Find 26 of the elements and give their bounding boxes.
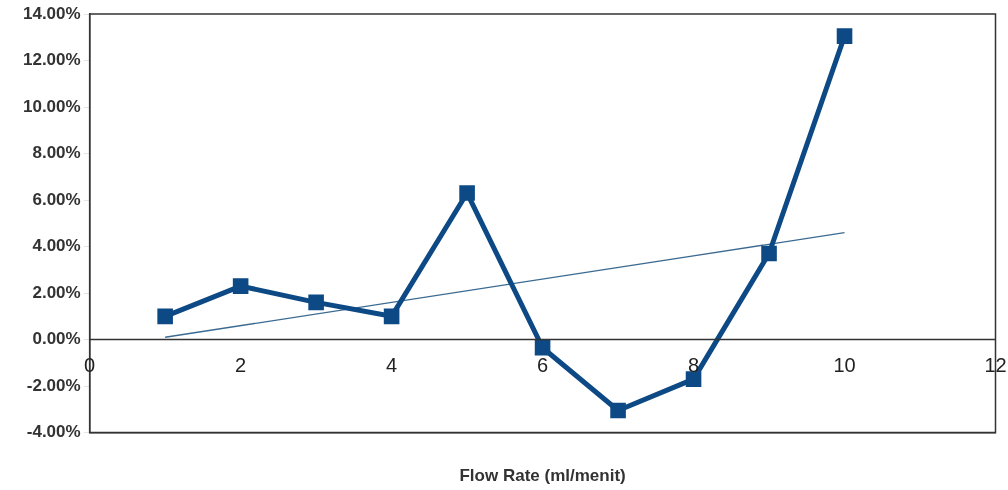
point [157,308,173,325]
x-tick-label: 8 [687,354,700,377]
point [836,28,853,44]
point [685,371,702,387]
point [383,308,400,325]
y-tick-label: 14.00% [22,3,81,23]
point [232,278,249,294]
point [534,339,551,356]
y-tick-label: 10.00% [22,96,81,116]
y-tick-label: -2.00% [26,375,81,395]
y-tick-label: 0.00% [32,329,81,349]
x-axis-title: Flow Rate (ml/menit) [459,466,626,486]
point [610,402,626,419]
point [308,294,324,311]
y-tick-label: -4.00% [26,422,81,442]
y-tick-label: 2.00% [32,282,81,302]
x-tick-label: 6 [537,354,549,377]
point [761,245,777,262]
x-tick-label: 2 [235,354,247,377]
x-tick-label: 4 [386,354,398,377]
y-tick-label: 4.00% [32,236,81,256]
y-tick-label: 6.00% [32,189,81,209]
y-tick-label: 8.00% [32,143,81,163]
point [459,185,475,201]
y-tick-label: 12.00% [22,50,81,70]
x-tick-label: 10 [833,354,856,377]
